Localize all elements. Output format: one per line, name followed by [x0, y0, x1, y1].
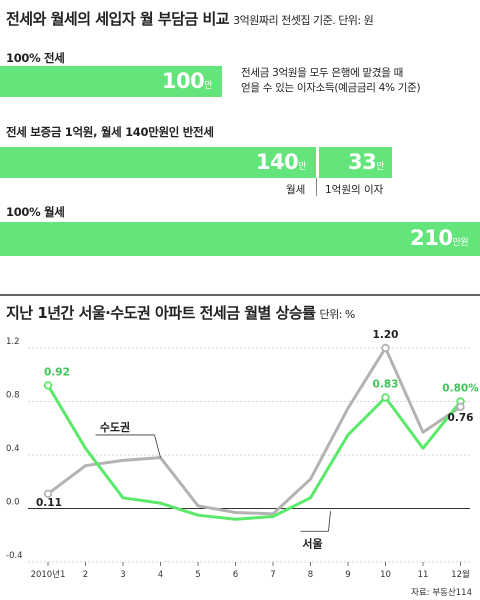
x-tick-label: 9: [345, 570, 350, 580]
row2-interest-caption: 1억원의 이자: [325, 184, 384, 196]
x-tick-label: 4: [158, 570, 163, 580]
x-tick-label: 8: [308, 570, 313, 580]
value-label: 0.11: [36, 497, 62, 509]
row3-bar-value: 210만원: [410, 226, 468, 250]
y-tick-label: 0.0: [6, 498, 20, 508]
y-tick-label: 1.2: [6, 337, 20, 347]
row1-label: 100% 전세: [6, 51, 65, 65]
capital-callout-leader: [154, 434, 161, 458]
row2-bar-interest: 33만: [319, 147, 392, 178]
x-tick-label: 2: [83, 570, 88, 580]
x-tick-label: 2010년1: [31, 569, 66, 580]
y-tick-label: -0.4: [6, 551, 23, 561]
point-marker: [381, 343, 390, 353]
value-label: 0.83: [373, 378, 399, 390]
top-chart-title: 전세와 월세의 세입자 월 부담금 비교 3억원짜리 전셋집 기준. 단위: 원: [6, 8, 374, 29]
row1-note-line2: 얻을 수 있는 이자소득(예금금리 4% 기준): [241, 82, 421, 94]
point-marker: [456, 402, 465, 412]
row3-label: 100% 월세: [6, 205, 65, 219]
top-subtitle: 3억원짜리 전셋집 기준. 단위: 원: [233, 14, 374, 27]
row2-bar-divider: [316, 147, 319, 178]
top-title-text: 전세와 월세의 세입자 월 부담금 비교: [6, 10, 230, 28]
value-label: 0.92: [44, 366, 70, 378]
line-subtitle: 단위: %: [319, 308, 355, 321]
x-tick-label: 12월: [451, 569, 470, 580]
y-tick-label: 0.4: [6, 444, 20, 454]
row1-note: 전세금 3억원을 모두 은행에 맡겼을 때 얻을 수 있는 이자소득(예금금리 …: [241, 66, 421, 96]
row2-rent-caption: 월세: [286, 184, 306, 196]
y-tick-label: 0.8: [6, 391, 20, 401]
point-marker: [43, 381, 53, 390]
row2-caption-tick: [316, 178, 317, 196]
capital-series-label: 수도권: [100, 421, 130, 434]
row3-bar-rent: 210만원: [0, 222, 480, 256]
point-marker: [381, 393, 390, 402]
row2-interest-value: 33만: [347, 150, 385, 174]
seoul-series-line: [46, 383, 462, 521]
source-note: 자료: 부동산114: [411, 588, 472, 598]
value-label: 0.76: [448, 412, 474, 424]
x-tick-label: 3: [120, 570, 125, 580]
capital-series-line: [46, 346, 462, 516]
row1-note-line1: 전세금 3억원을 모두 은행에 맡겼을 때: [241, 67, 403, 79]
row1-bar-interest: 100만: [0, 66, 222, 97]
x-tick-label: 10: [380, 570, 391, 580]
x-tick-label: 6: [233, 570, 238, 580]
section-divider: [0, 294, 480, 296]
row2-rent-value: 140만: [255, 150, 307, 174]
row1-bar-value: 100만: [161, 69, 213, 93]
row2-label: 전세 보증금 1억원, 월세 140만원인 반전세: [6, 125, 214, 139]
line-chart-title: 지난 1년간 서울·수도권 아파트 전세금 월별 상승률 단위: %: [6, 302, 355, 323]
line-title-text: 지난 1년간 서울·수도권 아파트 전세금 월별 상승률: [6, 304, 316, 322]
value-label: 1.20: [373, 329, 399, 341]
seoul-series-label: 서울: [302, 536, 322, 550]
x-tick-label: 7: [270, 570, 275, 580]
row2-bar-rent: 140만: [0, 147, 316, 178]
point-marker: [43, 489, 53, 498]
value-label: 0.80%: [442, 383, 479, 395]
x-tick-label: 5: [195, 570, 200, 580]
x-tick-label: 11: [418, 570, 429, 580]
seoul-callout-leader: [328, 511, 331, 532]
